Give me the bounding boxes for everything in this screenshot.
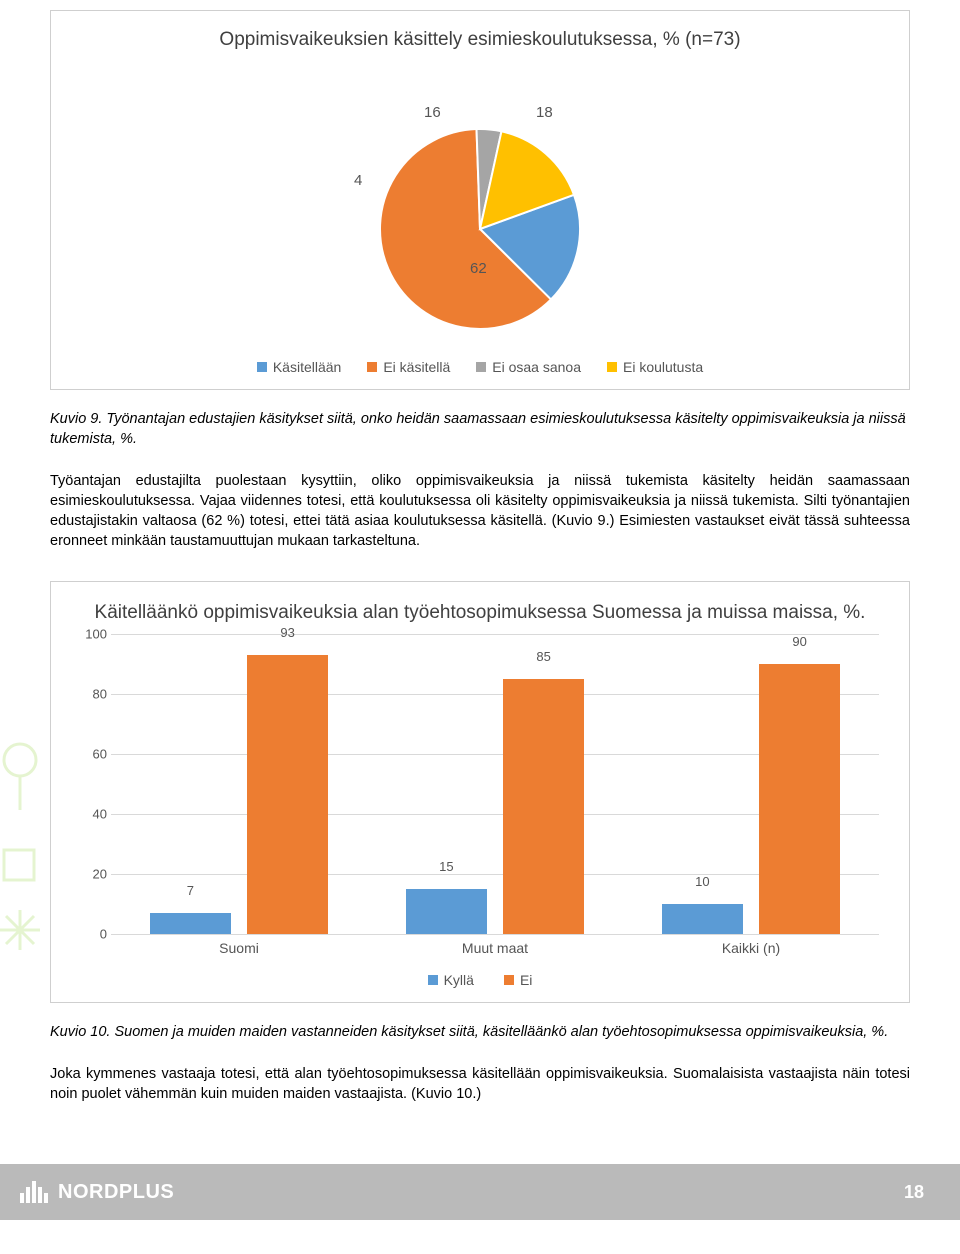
bar-value-label: 7: [150, 883, 232, 898]
bar: [150, 913, 232, 934]
footer-brand: NORDPLUS: [20, 1181, 174, 1204]
y-tick-label: 100: [85, 626, 107, 641]
footer-brand-text: NORDPLUS: [58, 1181, 174, 1204]
legend-item: Ei: [504, 972, 532, 988]
figure-10-caption: Kuvio 10. Suomen ja muiden maiden vastan…: [50, 1023, 910, 1043]
pie-svg: 16 18 4 62: [320, 79, 640, 339]
x-axis-label: Kaikki (n): [623, 940, 879, 956]
paragraph-1: Työantajan edustajilta puolestaan kysytt…: [50, 471, 910, 551]
bar: [406, 889, 488, 934]
pie-value-label: 62: [470, 260, 487, 277]
pie-legend: Käsitellään Ei käsitellä Ei osaa sanoa Ei k…: [71, 359, 889, 375]
legend-swatch: [476, 362, 486, 372]
legend-swatch: [607, 362, 617, 372]
y-tick-label: 60: [93, 746, 107, 761]
legend-label: Ei osaa sanoa: [492, 359, 581, 375]
pie-chart-plot: 16 18 4 62: [71, 79, 889, 339]
legend-label: Ei käsitellä: [383, 359, 450, 375]
pie-value-label: 16: [424, 104, 441, 121]
bar-group: 10 90: [654, 634, 849, 934]
legend-swatch: [504, 975, 514, 985]
legend-label: Ei koulutusta: [623, 359, 703, 375]
bar-value-label: 93: [247, 625, 329, 640]
bar: [759, 664, 841, 934]
pie-chart-title: Oppimisvaikeuksien käsittely esimieskoul…: [71, 29, 889, 51]
bar-group: 1585: [398, 634, 593, 934]
bar-value-label: 10: [662, 874, 744, 889]
bar-chart-plot: 020406080100 79315851090: [111, 634, 879, 934]
paragraph-2: Joka kymmenes vastaaja totesi, että alan…: [50, 1064, 910, 1104]
legend-item: Kyllä: [428, 972, 474, 988]
bar-group: 793: [142, 634, 337, 934]
figure-9-caption: Kuvio 9. Työnantajan edustajien käsityks…: [50, 410, 910, 449]
y-tick-label: 80: [93, 686, 107, 701]
bar: [247, 655, 329, 934]
page-number: 18: [904, 1182, 924, 1203]
legend-item: Ei osaa sanoa: [476, 359, 581, 375]
legend-item: Ei koulutusta: [607, 359, 703, 375]
bar-chart-title: Käitelläänkö oppimisvaikeuksia alan työe…: [71, 600, 889, 626]
legend-swatch: [257, 362, 267, 372]
legend-label: Ei: [520, 972, 532, 988]
pie-chart-card: Oppimisvaikeuksien käsittely esimieskoul…: [50, 10, 910, 390]
y-tick-label: 0: [100, 926, 107, 941]
legend-swatch: [367, 362, 377, 372]
bar-x-axis: SuomiMuut maatKaikki (n): [111, 940, 879, 956]
nordplus-icon: [20, 1181, 48, 1203]
gridline: [111, 934, 879, 935]
legend-item: Käsitellään: [257, 359, 342, 375]
bar: [662, 904, 744, 934]
bar-value-label: 90: [759, 634, 841, 649]
page-footer: NORDPLUS 18: [0, 1164, 960, 1220]
y-tick-label: 40: [93, 806, 107, 821]
bar-value-label: 15: [406, 859, 488, 874]
x-axis-label: Muut maat: [367, 940, 623, 956]
legend-label: Kyllä: [444, 972, 474, 988]
legend-item: Ei käsitellä: [367, 359, 450, 375]
y-tick-label: 20: [93, 866, 107, 881]
x-axis-label: Suomi: [111, 940, 367, 956]
pie-value-label: 4: [354, 172, 362, 189]
pie-value-label: 18: [536, 104, 553, 121]
legend-swatch: [428, 975, 438, 985]
bar: [503, 679, 585, 934]
bar-chart-card: Käitelläänkö oppimisvaikeuksia alan työe…: [50, 581, 910, 1003]
bar-legend: Kyllä Ei: [71, 972, 889, 988]
bar-value-label: 85: [503, 649, 585, 664]
legend-label: Käsitellään: [273, 359, 342, 375]
